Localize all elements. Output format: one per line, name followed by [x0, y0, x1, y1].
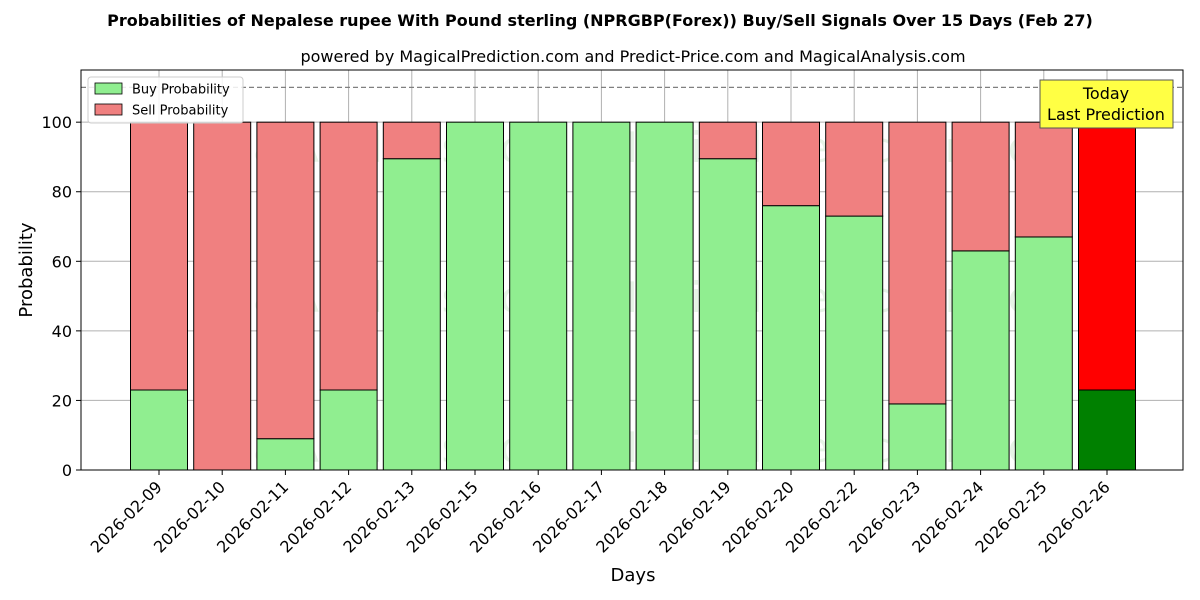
bar-buy-2026-02-13 — [382, 158, 441, 471]
chart-title: Probabilities of Nepalese rupee With Pou… — [107, 11, 1093, 30]
legend-swatch — [94, 82, 123, 95]
bar-buy-2026-02-22 — [825, 215, 884, 471]
y-tick-label: 100 — [41, 113, 72, 132]
bar-buy-2026-02-09 — [130, 389, 188, 471]
y-tick-label: 60 — [52, 252, 72, 271]
bar-sell-2026-02-12 — [319, 121, 378, 391]
y-axis-label: Probability — [16, 222, 37, 317]
today-annotation: Today Last Prediction — [1039, 79, 1174, 129]
bar-buy-2026-02-17 — [572, 121, 631, 471]
y-tick-label: 20 — [52, 391, 72, 410]
bar-buy-2026-02-23 — [888, 403, 947, 471]
bar-sell-2026-02-20 — [762, 121, 820, 207]
bar-sell-2026-02-23 — [888, 121, 947, 405]
plot-frame — [80, 69, 1184, 471]
bar-buy-2026-02-24 — [951, 250, 1010, 471]
y-tick-label: 40 — [52, 322, 72, 341]
legend-swatch — [94, 103, 123, 116]
bar-buy-2026-02-15 — [446, 121, 504, 471]
bar-buy-2026-02-16 — [509, 121, 568, 471]
bar-buy-2026-02-26 — [1078, 389, 1136, 471]
bar-sell-2026-02-25 — [1014, 121, 1073, 238]
y-tick-label: 0 — [62, 461, 72, 480]
bar-sell-2026-02-10 — [193, 121, 252, 471]
bar-buy-2026-02-19 — [698, 158, 757, 471]
annotation-line: Today — [1082, 84, 1129, 103]
bar-sell-2026-02-11 — [256, 121, 315, 440]
bar-buy-2026-02-25 — [1014, 236, 1073, 471]
bar-buy-2026-02-11 — [256, 438, 315, 471]
y-axis: 0 20 40 60 80 100 — [41, 113, 81, 480]
legend-label: Sell Probability — [132, 104, 229, 119]
bar-buy-2026-02-18 — [635, 121, 694, 471]
annotation-box — [1039, 79, 1174, 129]
x-axis: 2026-02-092026-02-102026-02-112026-02-12… — [87, 470, 1114, 557]
y-tick-label: 80 — [52, 183, 72, 202]
bar-sell-2026-02-19 — [698, 121, 757, 160]
bar-buy-2026-02-12 — [319, 389, 378, 471]
chart-subtitle: powered by MagicalPrediction.com and Pre… — [300, 47, 965, 66]
legend-box — [87, 76, 244, 124]
legend-label: Buy Probability — [132, 83, 230, 98]
legend: Buy Probability Sell Probability — [87, 76, 244, 124]
bar-sell-2026-02-09 — [130, 121, 188, 391]
bar-sell-2026-02-26 — [1078, 121, 1136, 391]
x-axis-label: Days — [611, 565, 656, 586]
bar-sell-2026-02-24 — [951, 121, 1010, 252]
bar-sell-2026-02-13 — [382, 121, 441, 160]
bar-sell-2026-02-22 — [825, 121, 884, 217]
bars — [130, 121, 1136, 471]
bar-buy-2026-02-20 — [762, 205, 820, 471]
annotation-line: Last Prediction — [1047, 105, 1165, 124]
